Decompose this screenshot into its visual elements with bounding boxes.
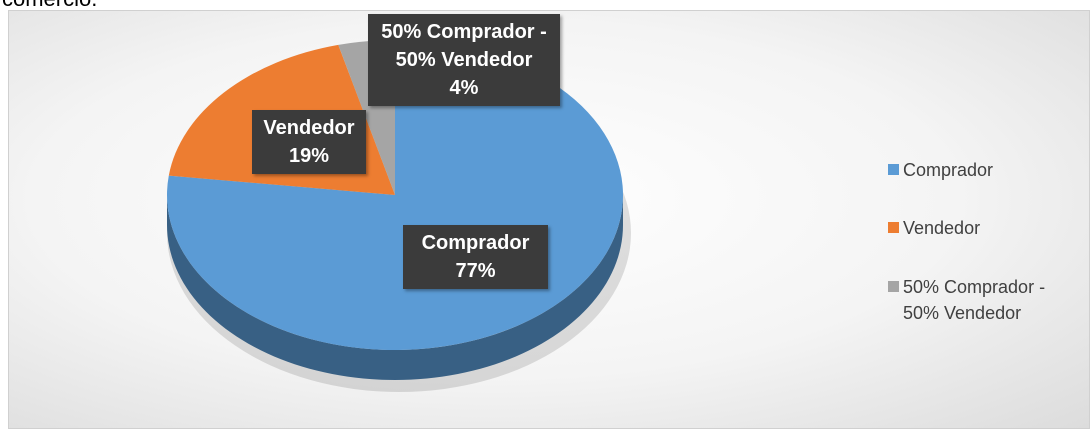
data-label: Comprador 77% (403, 225, 548, 289)
data-label-category: Comprador (421, 232, 530, 254)
data-label-value: 77% (455, 260, 496, 282)
legend-item: 50% Comprador - 50% Vendedor (888, 274, 1088, 326)
data-label-category: Vendedor (263, 117, 355, 139)
legend-swatch (888, 281, 899, 292)
legend-swatch (888, 164, 899, 175)
legend-label: Comprador (903, 160, 994, 180)
pie-side (167, 195, 623, 380)
legend-swatch (888, 222, 899, 233)
data-label-value: 19% (288, 145, 330, 167)
legend-item: Vendedor (888, 215, 1088, 241)
data-label-category: 50% Comprador - 50% Vendedor (381, 21, 547, 71)
data-label-value: 4% (449, 77, 479, 99)
legend-item: Comprador (888, 157, 1088, 183)
caption: comercio. (2, 0, 97, 12)
data-label: 50% Comprador - 50% Vendedor 4% (368, 14, 560, 106)
legend-label: Vendedor (903, 218, 981, 238)
legend-label: 50% Comprador - 50% Vendedor (903, 277, 1046, 323)
data-label: Vendedor 19% (252, 110, 366, 174)
